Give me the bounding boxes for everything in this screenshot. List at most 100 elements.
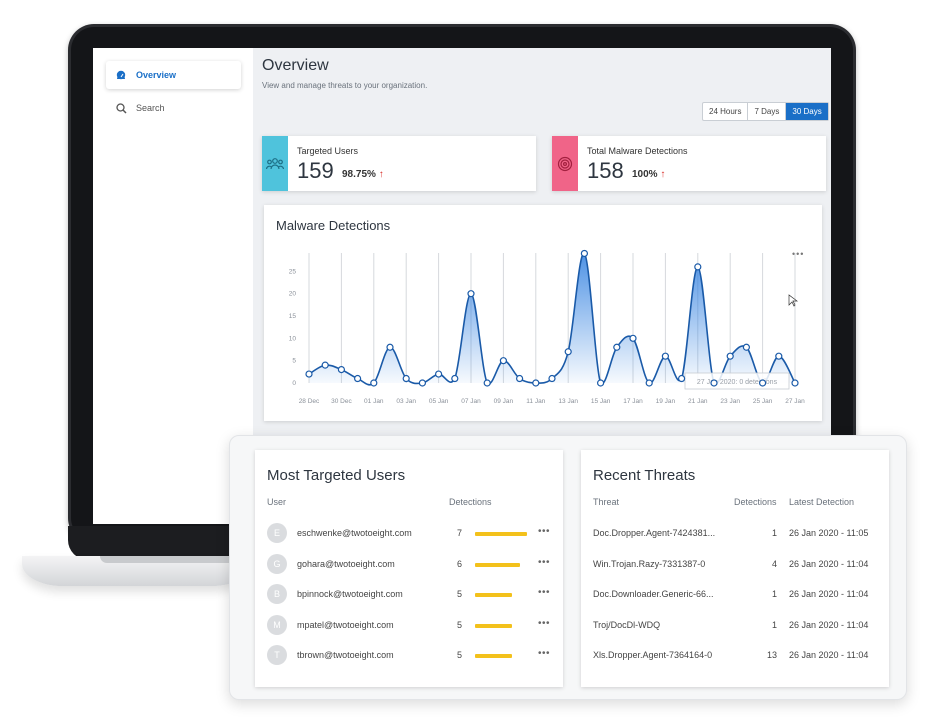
avatar: B	[267, 584, 287, 604]
data-point	[483, 379, 491, 387]
row-more-icon[interactable]: •••	[538, 556, 551, 568]
x-tick-label: 15 Jan	[591, 398, 611, 405]
avatar: T	[267, 645, 287, 665]
range-24-hours-button[interactable]: 24 Hours	[703, 103, 749, 120]
total-malware-card[interactable]: Total Malware Detections 158 100% ↑	[552, 136, 826, 191]
threat-detections: 1	[771, 589, 777, 599]
cursor-icon	[788, 294, 799, 307]
x-tick-label: 27 Jan	[785, 398, 805, 405]
stat-value: 159	[297, 158, 334, 183]
sidebar: Overview Search	[93, 48, 253, 524]
latest-detection: 26 Jan 2020 - 11:05	[789, 528, 869, 538]
threat-name: Win.Trojan.Razy-7331387-0	[593, 558, 706, 569]
row-more-icon[interactable]: •••	[538, 587, 551, 598]
row-more-icon[interactable]: •••	[538, 617, 551, 629]
stat-value: 158	[587, 158, 624, 183]
data-point	[678, 374, 686, 383]
sidebar-item-search[interactable]: Search	[106, 94, 241, 122]
detection-count: 5	[457, 589, 463, 599]
column-header-threat: Threat	[593, 497, 620, 507]
target-icon	[552, 136, 578, 191]
search-icon	[114, 101, 128, 115]
stat-label: Total Malware Detections	[587, 146, 688, 156]
row-more-icon[interactable]: •••	[538, 648, 551, 659]
avatar: E	[267, 523, 287, 543]
data-point	[613, 343, 621, 351]
x-tick-label: 05 Jan	[429, 398, 449, 405]
threat-detections: 1	[771, 528, 777, 538]
x-tick-label: 01 Jan	[364, 398, 384, 405]
malware-detections-chart: 28 Dec 30 Dec 01 Jan 03 Jan 05 Jan 07 Jan 09 J…	[289, 249, 805, 405]
data-point	[532, 379, 540, 387]
data-point	[516, 374, 524, 383]
data-point	[710, 379, 718, 387]
column-header-latest-detection: Latest Detection	[789, 497, 855, 507]
x-tick-label: 21 Jan	[688, 398, 708, 405]
table-row[interactable]: Troj/DocDl-WDQ 1 26 Jan 2020 - 11:04	[581, 610, 889, 640]
page-title: Overview	[262, 57, 329, 74]
table-row[interactable]: Xls.Dropper.Agent-7364164-0 13 26 Jan 2020…	[581, 640, 889, 670]
row-more-icon[interactable]: •••	[538, 526, 551, 537]
table-row[interactable]: Win.Trojan.Razy-7331387-0 4 26 Jan 2020 - …	[581, 549, 889, 579]
x-tick-label: 03 Jan	[396, 398, 416, 405]
x-tick-label: 19 Jan	[656, 398, 676, 405]
detection-bar	[475, 562, 520, 567]
y-tick-label: 25	[289, 268, 297, 275]
detection-bar	[475, 654, 512, 658]
range-30-days-button[interactable]: 30 Days	[786, 103, 828, 120]
data-point	[370, 379, 378, 387]
data-point	[548, 374, 556, 383]
avatar: G	[267, 553, 287, 574]
data-point	[451, 374, 459, 383]
data-point	[645, 379, 653, 387]
detection-bar	[475, 532, 527, 536]
threat-detections: 4	[771, 558, 777, 569]
x-tick-label: 11 Jan	[526, 398, 545, 405]
sidebar-item-label: Overview	[136, 70, 177, 80]
range-7-days-button[interactable]: 7 Days	[748, 103, 787, 120]
detection-bar	[475, 593, 512, 597]
data-point	[580, 249, 588, 258]
detection-count: 7	[457, 528, 463, 538]
user-email: bpinnock@twotoeight.com	[297, 589, 403, 599]
series-line	[308, 252, 796, 386]
data-point	[386, 343, 394, 351]
targeted-users-card[interactable]: Targeted Users 159 98.75% ↑	[262, 136, 536, 191]
arrow-up-icon: ↑	[660, 169, 666, 180]
user-email: eschwenke@twotoeight.com	[297, 528, 412, 538]
user-email: tbrown@twotoeight.com	[297, 650, 394, 660]
threat-detections: 1	[771, 619, 777, 630]
y-tick-label: 20	[289, 291, 297, 298]
latest-detection: 26 Jan 2020 - 11:04	[789, 589, 869, 599]
data-point	[759, 379, 767, 387]
data-point	[791, 379, 799, 387]
x-tick-label: 17 Jan	[623, 398, 643, 405]
dashboard-cloud-icon	[114, 68, 128, 82]
arrow-up-icon: ↑	[378, 169, 384, 180]
y-tick-label: 10	[289, 335, 297, 342]
detection-count: 6	[457, 558, 463, 569]
data-point	[694, 263, 702, 271]
data-point	[726, 352, 734, 360]
stat-label: Targeted Users	[297, 146, 359, 156]
chart-more-icon[interactable]: •••	[792, 249, 805, 259]
latest-detection: 26 Jan 2020 - 11:04	[789, 650, 869, 660]
user-email: gohara@twotoeight.com	[297, 558, 395, 569]
data-point	[321, 361, 329, 369]
table-row[interactable]: Doc.Downloader.Generic-66... 1 26 Jan 2020…	[581, 579, 889, 609]
threat-name: Troj/DocDl-WDQ	[593, 619, 661, 630]
table-row[interactable]: Doc.Dropper.Agent-7424381... 1 26 Jan 2020…	[581, 518, 889, 548]
detection-count: 5	[457, 619, 463, 630]
sidebar-item-overview[interactable]: Overview	[106, 61, 241, 89]
data-point	[661, 352, 669, 360]
detection-bar	[475, 623, 512, 628]
panel-title: Most Targeted Users	[267, 467, 406, 484]
laptop-chin	[68, 526, 238, 560]
